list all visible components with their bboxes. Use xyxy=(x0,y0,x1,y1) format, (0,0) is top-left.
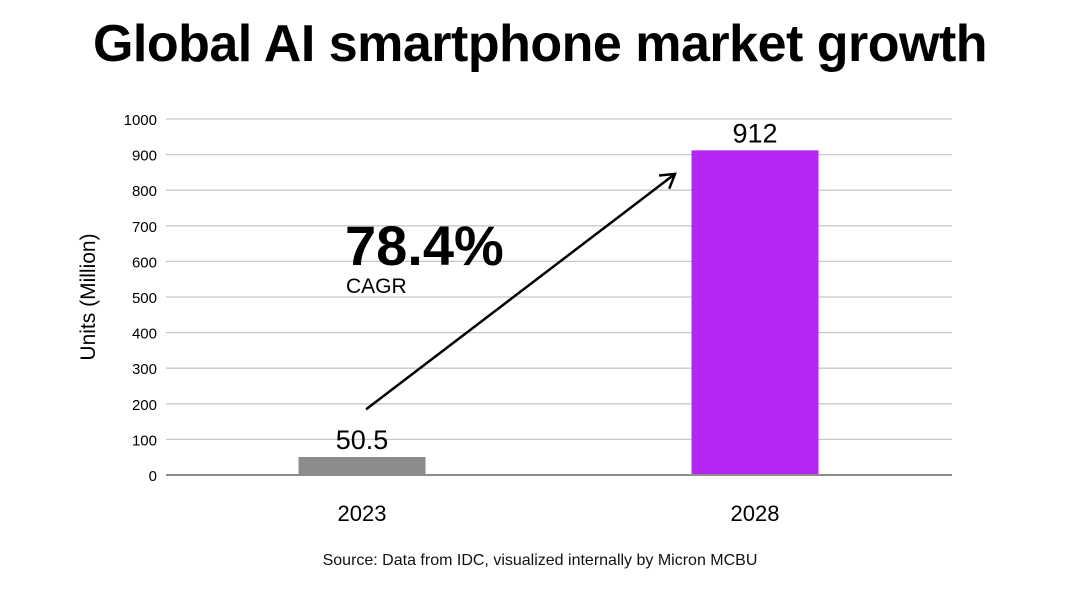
bars: 50.5 912 xyxy=(166,118,952,476)
y-axis-label: Units (Million) xyxy=(77,233,100,360)
y-tick-label: 200 xyxy=(132,397,157,414)
y-tick-label: 1000 xyxy=(124,112,157,129)
data-label-2023: 50.5 xyxy=(336,425,389,455)
y-tick-label: 400 xyxy=(132,326,157,343)
x-axis-ticks: 2023 2028 xyxy=(338,501,780,526)
growth-arrow-line xyxy=(365,172,676,411)
y-tick-label: 0 xyxy=(149,468,157,485)
chart-title: Global AI smartphone market growth xyxy=(92,15,988,73)
source-note: Source: Data from IDC, visualized intern… xyxy=(322,552,758,569)
y-tick-label: 300 xyxy=(132,361,157,378)
bar-2028 xyxy=(691,150,819,475)
y-tick-label: 600 xyxy=(132,254,157,271)
bar-2023 xyxy=(298,457,426,475)
cagr-label: CAGR xyxy=(346,275,407,298)
y-tick-label: 700 xyxy=(132,219,157,236)
y-tick-label: 900 xyxy=(132,148,157,165)
x-tick-label: 2028 xyxy=(731,501,780,526)
cagr-annotation: 78.4% CAGR xyxy=(345,172,677,411)
growth-arrow-head xyxy=(658,172,677,190)
cagr-value: 78.4% xyxy=(345,214,504,277)
x-tick-label: 2023 xyxy=(338,501,387,526)
y-tick-label: 500 xyxy=(132,290,157,307)
data-label-2028: 912 xyxy=(732,118,777,148)
gridlines xyxy=(166,118,952,476)
y-tick-label: 800 xyxy=(132,183,157,200)
y-axis-ticks: 0 100 200 300 400 500 600 700 800 900 1000 xyxy=(124,112,157,485)
y-tick-label: 100 xyxy=(132,432,157,449)
